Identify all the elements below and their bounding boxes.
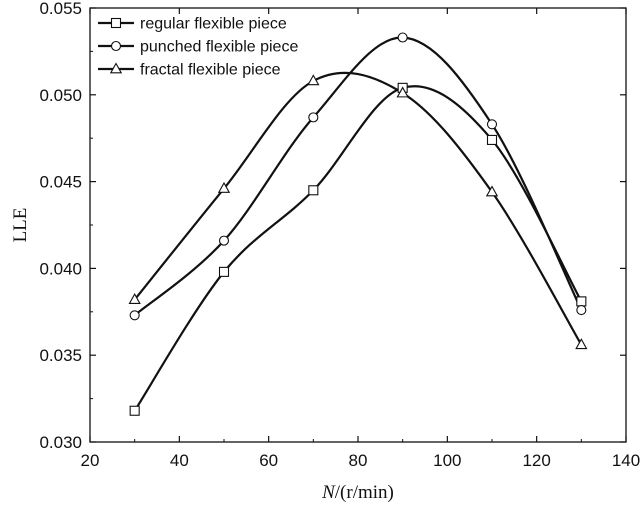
y-tick-label: 0.030 [39,433,82,452]
x-tick-label: 120 [522,451,550,470]
plot-axes: 20 40 60 80 100 120 140 0.030 0.035 0.040 0.045 0.0… [39,0,640,470]
x-tick-label: 60 [259,451,278,470]
point-triangle [128,293,141,304]
y-tick-label: 0.045 [39,173,82,192]
series-markers [128,32,588,416]
point-circle [129,310,140,321]
point-circle [308,112,319,123]
legend-marker-square [110,17,122,29]
point-square [576,296,587,307]
legend-label-triangle: fractal flexible piece [140,62,281,79]
point-circle [218,235,230,246]
point-circle [397,32,408,43]
y-axis-label: LLE [10,208,31,243]
point-triangle [575,338,588,350]
legend-marker-triangle [109,62,123,74]
legend: regular flexible piece punched flexible p… [98,16,298,79]
point-square [218,266,230,277]
y-tick-label: 0.035 [39,346,82,365]
curve-triangle [133,71,583,346]
x-tick-label: 20 [81,451,100,470]
point-circle [576,305,587,316]
legend-label-circle: punched flexible piece [140,39,298,56]
point-triangle [217,181,231,193]
point-square [308,185,319,196]
y-tick-label: 0.050 [39,86,82,105]
y-tick-label: 0.055 [39,0,82,18]
point-triangle [485,185,499,197]
point-circle [486,119,498,130]
x-axis-variable: N [321,482,336,503]
legend-label-square: regular flexible piece [140,16,287,33]
point-triangle [307,74,320,86]
y-tick-label: 0.040 [39,259,82,278]
x-tick-label: 140 [612,451,640,470]
legend-marker-circle [110,40,122,52]
x-axis-unit: /(r/min) [335,482,394,503]
x-tick-label: 80 [349,451,368,470]
x-tick-label: 100 [433,451,461,470]
x-axis-label: N/(r/min) [321,482,394,503]
point-square [129,405,140,416]
curve-circle [133,36,583,317]
point-square [486,134,498,145]
series-curves [133,36,583,412]
x-tick-label: 40 [170,451,189,470]
point-triangle [396,86,409,98]
curve-square [133,85,583,412]
